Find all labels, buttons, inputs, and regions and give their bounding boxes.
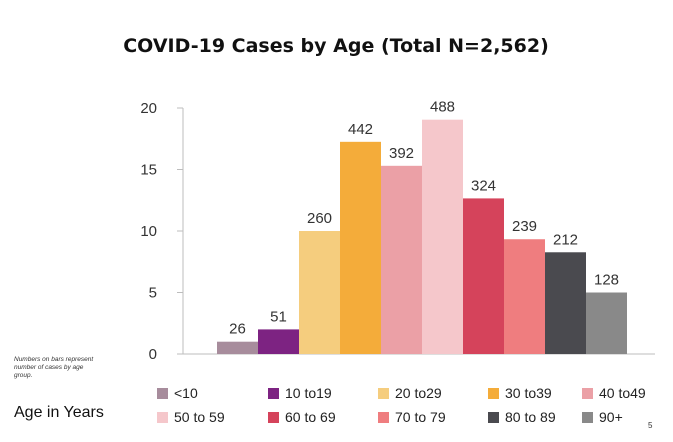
legend-label: 20 to29: [395, 385, 442, 401]
data-label: 392: [389, 145, 414, 162]
legend-swatch: [378, 412, 389, 423]
y-tick-label: 10: [140, 223, 157, 240]
data-label: 128: [594, 272, 619, 289]
bar: [586, 292, 627, 354]
note-line-2: number of cases by age: [14, 364, 84, 371]
legend-label: 90+: [599, 409, 623, 425]
legend: <10 10 to19 20 to29 30 to39 40 to49 50 to 59 6…: [157, 385, 646, 425]
legend-swatch: [488, 412, 499, 423]
bar: [217, 341, 258, 354]
data-label: 488: [430, 99, 455, 116]
legend-swatch: [378, 388, 389, 399]
bar: [258, 329, 299, 354]
legend-swatch: [268, 388, 279, 399]
data-label: 212: [553, 231, 578, 248]
data-label: 26: [229, 321, 246, 338]
bar: [340, 141, 381, 354]
data-labels: 26 51 260 442 392 488 324 239 212 128: [229, 99, 619, 338]
legend-swatch: [582, 412, 593, 423]
bar: [463, 198, 504, 354]
legend-label: 50 to 59: [174, 409, 225, 425]
legend-label: <10: [174, 385, 198, 401]
bar: [422, 119, 463, 354]
legend-swatch: [157, 388, 168, 399]
legend-label: 40 to49: [599, 385, 646, 401]
legend-swatch: [488, 388, 499, 399]
legend-label: 70 to 79: [395, 409, 446, 425]
data-label: 324: [471, 177, 496, 194]
bar: [545, 252, 586, 354]
chart-title: COVID-19 Cases by Age (Total N=2,562): [123, 35, 549, 57]
age-label: Age in Years: [14, 404, 104, 421]
bar: [381, 165, 422, 354]
legend-label: 60 to 69: [285, 409, 336, 425]
data-label: 51: [270, 308, 287, 325]
data-label: 260: [307, 210, 332, 227]
legend-swatch: [157, 412, 168, 423]
y-tick-label: 0: [149, 346, 157, 363]
legend-label: 80 to 89: [505, 409, 556, 425]
bar: [504, 239, 545, 354]
y-tick-label: 5: [149, 285, 157, 302]
note-line-3: group.: [14, 372, 33, 379]
legend-label: 30 to39: [505, 385, 552, 401]
y-tick-label: 15: [140, 162, 157, 179]
data-label: 442: [348, 121, 373, 138]
note-line-1: Numbers on bars represent: [14, 356, 94, 363]
legend-swatch: [268, 412, 279, 423]
y-tick-label: 20: [140, 100, 157, 117]
bars: [217, 119, 627, 354]
data-label: 239: [512, 218, 537, 235]
legend-swatch: [582, 388, 593, 399]
bar: [299, 231, 340, 354]
legend-label: 10 to19: [285, 385, 332, 401]
page-number: 5: [648, 421, 653, 430]
